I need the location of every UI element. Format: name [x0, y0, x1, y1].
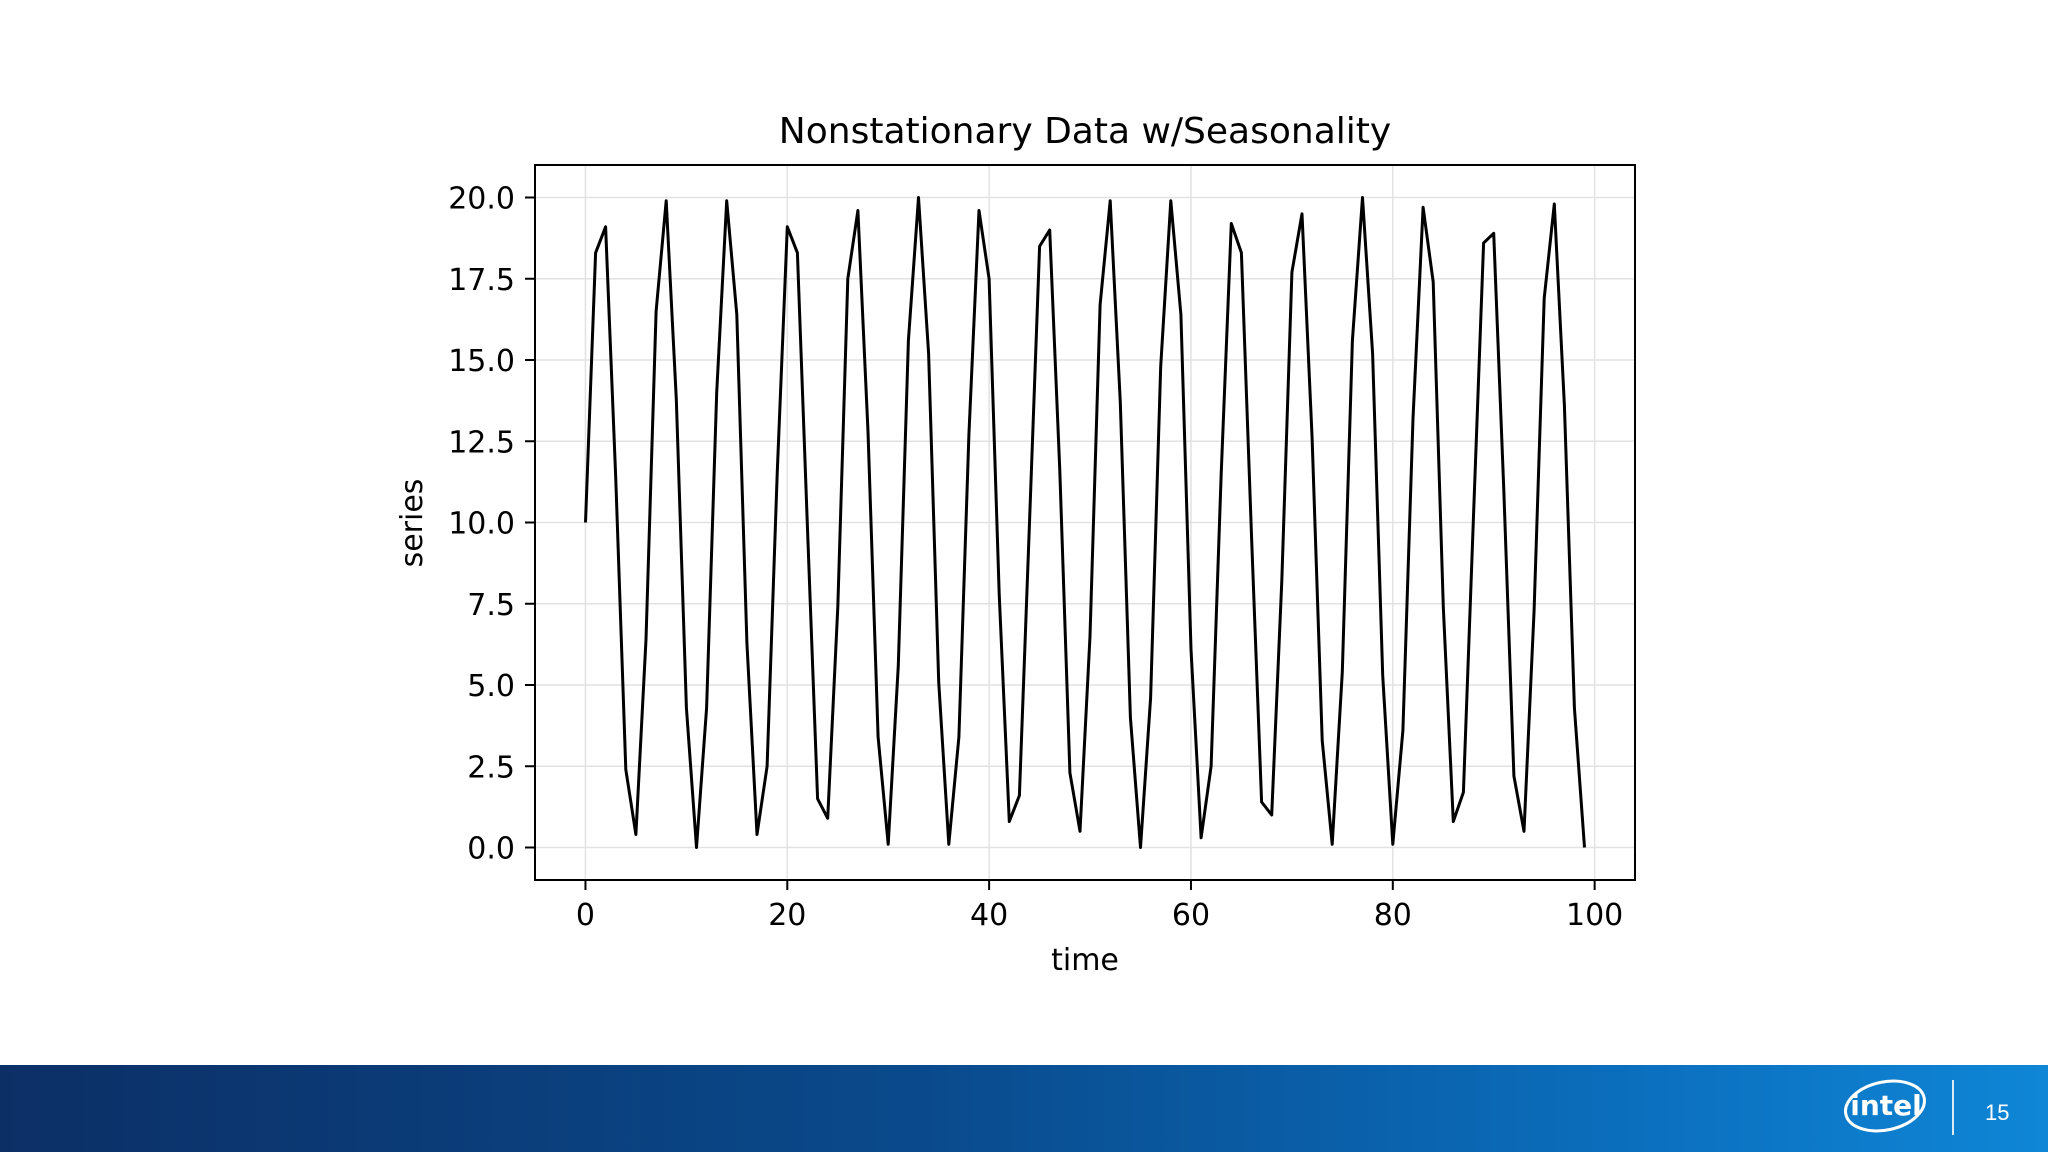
- x-tick-label: 60: [1172, 898, 1210, 933]
- y-tick-label: 10.0: [448, 507, 515, 542]
- y-tick-label: 7.5: [467, 588, 515, 623]
- footer-divider: [1952, 1080, 1954, 1135]
- y-tick-label: 17.5: [448, 263, 515, 298]
- intel-logo: intel: [1840, 1076, 1930, 1136]
- x-tick-label: 20: [768, 898, 806, 933]
- x-axis-label: time: [1051, 943, 1119, 978]
- x-tick-label: 100: [1566, 898, 1623, 933]
- page-number: 15: [1985, 1100, 2010, 1125]
- series-line: [584, 196, 1586, 849]
- footer-bar: [0, 1065, 2048, 1152]
- grid: [535, 165, 1635, 880]
- chart-title: Nonstationary Data w/Seasonality: [779, 111, 1391, 152]
- x-tick-label: 40: [970, 898, 1008, 933]
- y-tick-label: 5.0: [467, 669, 515, 704]
- y-axis-label: series: [395, 479, 430, 568]
- x-tick-label: 0: [576, 898, 595, 933]
- y-tick-label: 0.0: [467, 832, 515, 867]
- intel-logo-text: intel: [1850, 1089, 1922, 1122]
- chart: 0 20 40 60 80 100 0.0 2.5 5.0 7.5 10.0 12.5 15.0 17.5…: [395, 111, 1636, 978]
- y-tick-label: 20.0: [448, 182, 515, 217]
- x-tick-label: 80: [1374, 898, 1412, 933]
- y-tick-label: 15.0: [448, 344, 515, 379]
- axis-ticks: 0 20 40 60 80 100 0.0 2.5 5.0 7.5 10.0 12.5 15.0 17.5…: [448, 182, 1623, 934]
- y-tick-label: 12.5: [448, 425, 515, 460]
- y-tick-label: 2.5: [467, 750, 515, 785]
